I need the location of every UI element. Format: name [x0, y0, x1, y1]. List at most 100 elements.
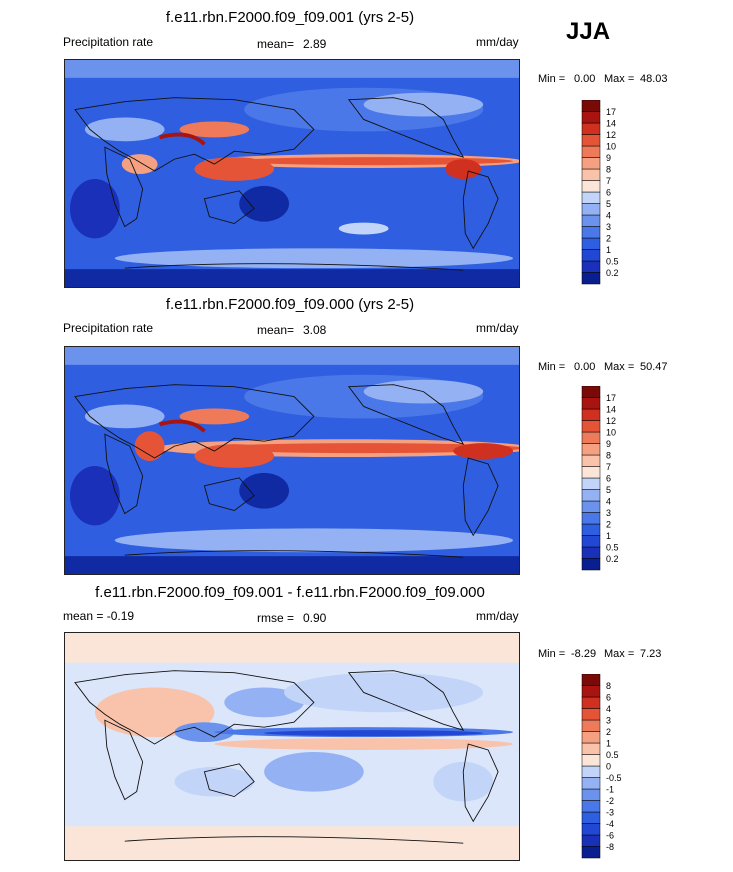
panel3-left-label: mean = -0.19: [63, 609, 135, 623]
panel2-min-label: Min =: [538, 361, 566, 373]
colorbar-box: [581, 100, 601, 112]
colorbar-tick-label: 8: [606, 451, 611, 461]
colorbar-tick-label: 4: [606, 497, 611, 507]
colorbar-box: [581, 260, 601, 273]
colorbar-box: [581, 674, 601, 686]
colorbar-box: [581, 180, 601, 193]
colorbar-box: [581, 754, 601, 767]
colorbar-tick-label: 0.5: [606, 257, 619, 267]
colorbar-tick-label: 12: [606, 416, 616, 426]
colorbar-tick-label: 2: [606, 727, 611, 737]
panel3-colorbar: -8-6 -4-3 -2-1 -0.50 0.51 23 46 8: [581, 674, 622, 859]
colorbar-box: [581, 558, 601, 571]
colorbar-tick-label: 8: [606, 681, 611, 691]
colorbar-tick-label: 4: [606, 211, 611, 221]
colorbar-box: [581, 454, 601, 467]
colorbar-tick-label: 12: [606, 130, 616, 140]
colorbar-tick-label: 9: [606, 439, 611, 449]
panel2-map: [64, 346, 520, 575]
colorbar-tick-label: 2: [606, 234, 611, 244]
panel2-max-label: Max =: [604, 361, 635, 373]
colorbar-box: [581, 777, 601, 790]
season-label: JJA: [566, 18, 611, 45]
colorbar-tick-label: -1: [606, 785, 614, 795]
colorbar-box: [581, 226, 601, 239]
colorbar-tick-label: -2: [606, 796, 614, 806]
panel3-title: f.e11.rbn.F2000.f09_f09.001 - f.e11.rbn.…: [95, 584, 485, 601]
panel1-title: f.e11.rbn.F2000.f09_f09.001 (yrs 2-5): [165, 9, 415, 26]
colorbar-tick-label: -4: [606, 819, 614, 829]
panel1-map: [64, 59, 520, 288]
panel3-map: [64, 632, 520, 861]
colorbar-box: [581, 523, 601, 536]
colorbar-box: [581, 397, 601, 410]
panel3-max-value: 7.23: [640, 648, 662, 660]
colorbar-box: [581, 535, 601, 548]
colorbar-tick-label: 0.5: [606, 750, 619, 760]
colorbar-box: [581, 122, 601, 135]
colorbar-box: [581, 685, 601, 698]
colorbar-box: [581, 272, 601, 285]
colorbar-tick-label: 0.5: [606, 543, 619, 553]
panel1-max-label: Max =: [604, 73, 635, 85]
colorbar-box: [581, 846, 601, 859]
panel1-stat-label: mean=: [257, 37, 295, 51]
colorbar-tick-label: 10: [606, 142, 616, 152]
colorbar-tick-label: 14: [606, 119, 616, 129]
colorbar-box: [581, 214, 601, 227]
panel2-stat-label: mean=: [257, 323, 295, 337]
colorbar-box: [581, 788, 601, 801]
colorbar-box: [581, 823, 601, 836]
colorbar-tick-label: 5: [606, 199, 611, 209]
colorbar-tick-label: 6: [606, 693, 611, 703]
colorbar-box: [581, 203, 601, 216]
colorbar-tick-label: -0.5: [606, 773, 622, 783]
panel2-min-value: 0.00: [574, 361, 596, 373]
colorbar-box: [581, 431, 601, 444]
panel1-min-value: 0.00: [574, 73, 596, 85]
colorbar-box: [581, 134, 601, 147]
colorbar-tick-label: 1: [606, 531, 611, 541]
colorbar-box: [581, 500, 601, 513]
colorbar-tick-label: 0: [606, 762, 611, 772]
panel3-stat-label: rmse =: [257, 611, 295, 625]
colorbar-box: [581, 191, 601, 204]
colorbar-box: [581, 546, 601, 559]
colorbar-tick-label: 17: [606, 107, 616, 117]
colorbar-tick-label: 3: [606, 222, 611, 232]
colorbar-tick-label: 6: [606, 188, 611, 198]
panel1-min-label: Min =: [538, 73, 566, 85]
colorbar-tick-label: 17: [606, 393, 616, 403]
colorbar-box: [581, 111, 601, 124]
colorbar-box: [581, 408, 601, 421]
panel3-stat-value: 0.90: [303, 611, 327, 625]
colorbar-tick-label: 14: [606, 405, 616, 415]
colorbar-box: [581, 512, 601, 525]
panel2-left-label: Precipitation rate: [63, 321, 154, 335]
colorbar-tick-label: 0.2: [606, 268, 619, 278]
colorbar-tick-label: -6: [606, 831, 614, 841]
colorbar-box: [581, 834, 601, 847]
panel1-max-value: 48.03: [640, 73, 668, 85]
colorbar-tick-label: 5: [606, 485, 611, 495]
panel1-units: mm/day: [476, 35, 519, 49]
colorbar-tick-label: 1: [606, 739, 611, 749]
panel1-left-label: Precipitation rate: [63, 35, 154, 49]
colorbar-box: [581, 811, 601, 824]
panel3-max-label: Max =: [604, 648, 635, 660]
colorbar-box: [581, 696, 601, 709]
colorbar-box: [581, 157, 601, 170]
colorbar-box: [581, 800, 601, 813]
colorbar-box: [581, 742, 601, 755]
colorbar-tick-label: -8: [606, 842, 614, 852]
colorbar-box: [581, 168, 601, 181]
colorbar-tick-label: 8: [606, 165, 611, 175]
colorbar-tick-label: 6: [606, 474, 611, 484]
panel3-min-label: Min =: [538, 648, 566, 660]
colorbar-box: [581, 443, 601, 456]
panel1-stat-value: 2.89: [303, 37, 327, 51]
colorbar-box: [581, 489, 601, 502]
colorbar-tick-label: 3: [606, 508, 611, 518]
panel3-min-value: -8.29: [571, 648, 597, 660]
